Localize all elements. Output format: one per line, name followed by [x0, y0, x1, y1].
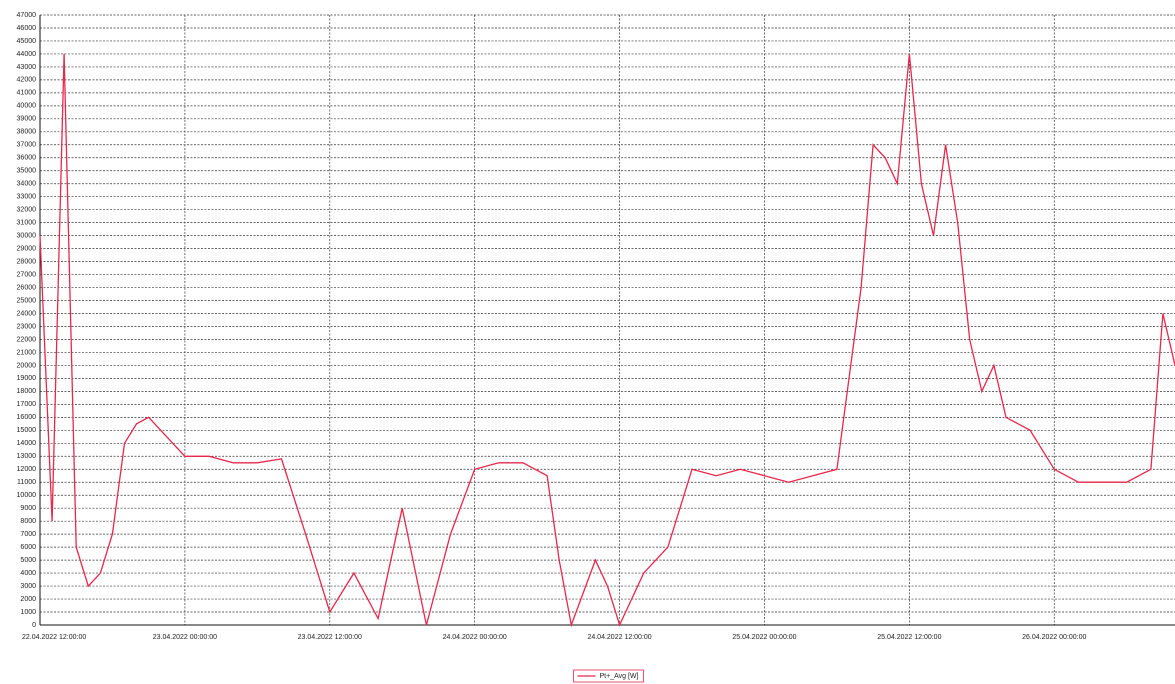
- y-tick-label: 34000: [17, 181, 37, 188]
- y-tick-label: 30000: [17, 232, 37, 239]
- y-tick-label: 21000: [17, 349, 37, 356]
- y-tick-label: 44000: [17, 51, 37, 58]
- y-tick-label: 9000: [20, 505, 36, 512]
- y-tick-label: 5000: [20, 557, 36, 564]
- x-tick-label: 26.04.2022 00:00:00: [1022, 634, 1086, 641]
- legend-label: Pt+_Avg [W]: [600, 673, 639, 680]
- y-tick-label: 22000: [17, 336, 37, 343]
- x-tick-label: 24.04.2022 00:00:00: [443, 634, 507, 641]
- y-tick-label: 16000: [17, 414, 37, 421]
- y-tick-label: 8000: [20, 518, 36, 525]
- y-tick-label: 42000: [17, 77, 37, 84]
- y-tick-label: 3000: [20, 583, 36, 590]
- y-tick-label: 43000: [17, 64, 37, 71]
- y-tick-label: 12000: [17, 466, 37, 473]
- y-tick-label: 13000: [17, 453, 37, 460]
- y-tick-label: 17000: [17, 401, 37, 408]
- y-tick-label: 27000: [17, 271, 37, 278]
- data-line: [39, 53, 1175, 628]
- y-tick-label: 35000: [17, 168, 37, 175]
- legend-box: [573, 669, 644, 683]
- y-tick-label: 32000: [17, 207, 37, 214]
- y-tick-label: 37000: [17, 142, 37, 149]
- x-tick-label: 22.04.2022 12:00:00: [22, 634, 86, 641]
- x-tick-label: 25.04.2022 00:00:00: [732, 634, 796, 641]
- x-tick-label: 25.04.2022 12:00:00: [877, 634, 941, 641]
- y-tick-label: 38000: [17, 129, 37, 136]
- x-tick-label: 23.04.2022 00:00:00: [153, 634, 217, 641]
- y-tick-label: 24000: [17, 310, 37, 317]
- y-tick-label: 11000: [17, 479, 36, 486]
- y-tick-label: 31000: [17, 220, 37, 227]
- y-tick-label: 41000: [17, 90, 37, 97]
- y-tick-label: 6000: [20, 544, 36, 551]
- y-tick-label: 1000: [20, 609, 36, 616]
- y-tick-label: 0: [32, 622, 36, 629]
- y-tick-label: 25000: [17, 297, 37, 304]
- y-tick-label: 23000: [17, 323, 37, 330]
- y-tick-label: 7000: [20, 531, 36, 538]
- y-tick-label: 39000: [17, 116, 37, 123]
- y-tick-label: 40000: [17, 103, 37, 110]
- legend: Pt+_Avg [W]: [573, 669, 644, 683]
- y-tick-label: 45000: [17, 38, 37, 45]
- y-tick-label: 26000: [17, 284, 37, 291]
- y-tick-label: 2000: [20, 596, 36, 603]
- y-tick-label: 14000: [17, 440, 37, 447]
- y-tick-label: 19000: [17, 375, 37, 382]
- x-tick-label: 23.04.2022 12:00:00: [298, 634, 362, 641]
- y-tick-label: 20000: [17, 362, 37, 369]
- y-tick-label: 28000: [17, 258, 37, 265]
- x-tick-label: 24.04.2022 12:00:00: [587, 634, 651, 641]
- y-tick-label: 15000: [17, 427, 37, 434]
- y-tick-label: 29000: [17, 245, 37, 252]
- y-tick-label: 36000: [17, 155, 37, 162]
- y-tick-label: 33000: [17, 194, 37, 201]
- y-tick-label: 4000: [20, 570, 36, 577]
- y-tick-label: 47000: [17, 12, 37, 19]
- y-tick-label: 46000: [17, 25, 37, 32]
- y-tick-label: 10000: [17, 492, 37, 499]
- y-tick-label: 18000: [17, 388, 37, 395]
